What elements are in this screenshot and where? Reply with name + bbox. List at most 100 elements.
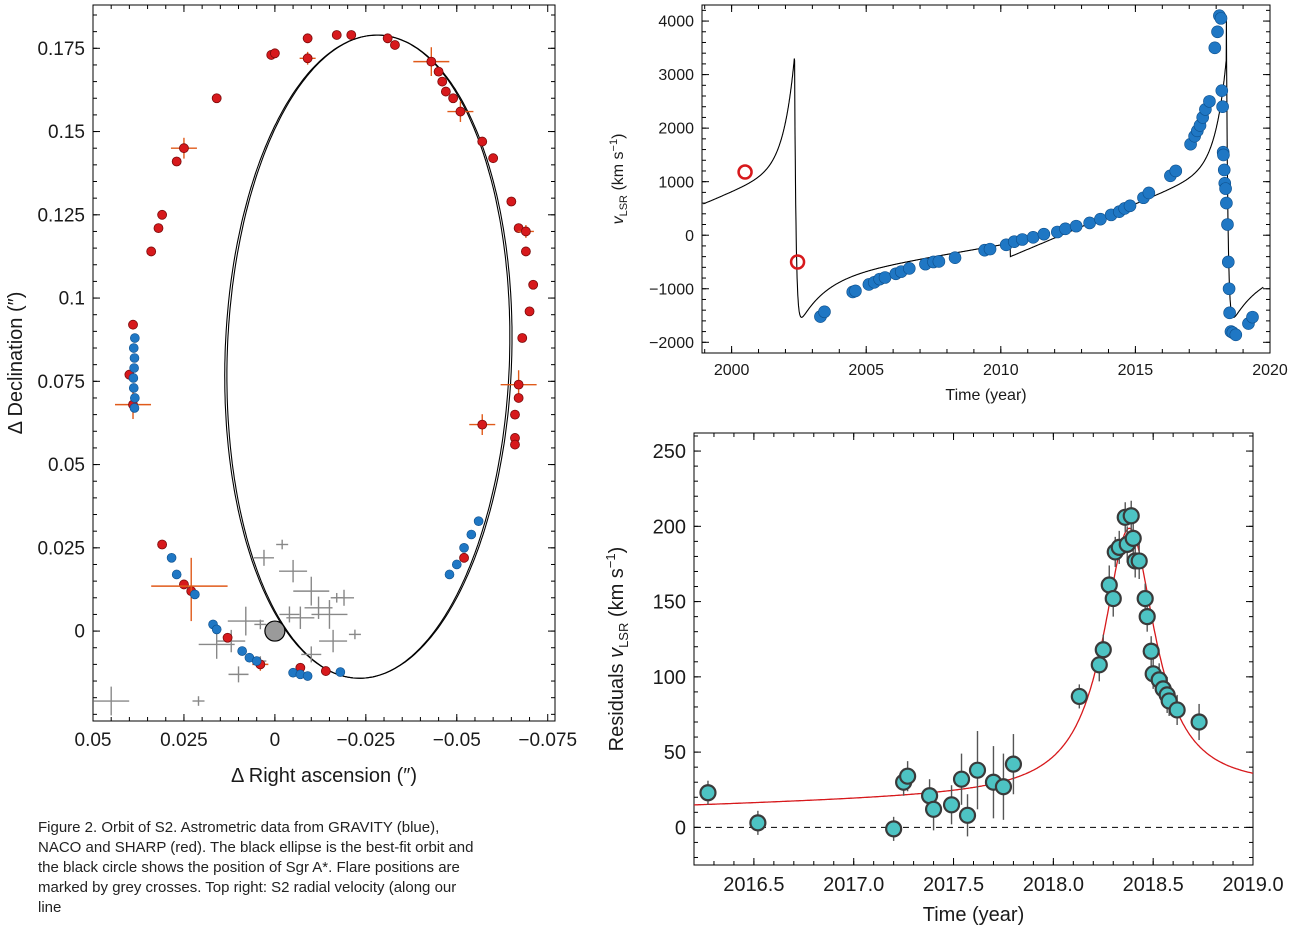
gravity-point (459, 543, 469, 553)
residuals-ylabel-close: ) (606, 547, 628, 554)
orbit-xlabel: Δ Right ascension (″) (231, 765, 417, 787)
residuals-ylabel-sub: LSR (616, 623, 631, 648)
residuals-chart: 2016.5 2017.0 2017.5 2018.0 2018.5 2019.0 0 50 1… (603, 432, 1284, 926)
residuals-point (1190, 713, 1208, 731)
velocity-ylabel-unit: (km s (610, 151, 627, 195)
velocity-point (1246, 310, 1259, 324)
naco-sharp-point (331, 30, 342, 40)
residuals-point (1104, 589, 1122, 608)
velocity-point (1222, 282, 1236, 296)
velocity-point (1223, 306, 1236, 320)
naco-sharp-point (426, 56, 437, 67)
gravity-point (166, 553, 177, 563)
orbit-frame (92, 4, 556, 722)
orbit-ellipse (226, 34, 511, 679)
caption-text: Orbit of S2. Astrometric data from GRAVI… (38, 819, 474, 916)
naco-sharp-point (320, 666, 331, 676)
residuals-point (1004, 755, 1023, 773)
velocity-ylabel-v: v (610, 215, 627, 224)
velocity-point (1123, 199, 1137, 213)
velocity-ylabel-sub: LSR (618, 195, 630, 216)
orbit-ytick-label: 0.125 (37, 205, 85, 226)
residuals-point (899, 767, 917, 785)
naco-sharp-point (513, 379, 524, 390)
velocity-xtick-label: 2000 (714, 362, 750, 379)
velocity-ytick-label: 4000 (658, 14, 694, 31)
naco-sharp-point (520, 246, 531, 257)
naco-sharp-point (448, 93, 459, 104)
residuals-point (1122, 507, 1140, 525)
velocity-ytick-label: −2000 (649, 335, 694, 352)
naco-sharp-point (510, 409, 520, 420)
residuals-point (968, 761, 987, 779)
naco-sharp-point (222, 632, 233, 643)
orbit-xtick-label: −0.025 (337, 730, 396, 751)
residuals-point (958, 806, 977, 824)
sgr-a-star-marker (264, 620, 286, 642)
velocity-point (948, 251, 962, 265)
naco-sharp-point (524, 306, 535, 317)
residuals-point (942, 796, 961, 814)
gravity-point (335, 667, 346, 677)
orbit-xtick-label: 0 (270, 730, 281, 751)
residuals-point (1094, 641, 1112, 659)
naco-sharp-point (302, 53, 313, 64)
residuals-point (1168, 701, 1186, 719)
residuals-xlabel: Time (year) (923, 904, 1024, 926)
naco-sharp-point (269, 48, 280, 59)
gravity-point (451, 559, 462, 570)
residuals-point (1142, 642, 1160, 660)
residuals-point (1124, 529, 1142, 547)
residuals-point (924, 800, 943, 818)
velocity-point (1037, 227, 1051, 241)
residuals-point (1130, 552, 1148, 570)
residuals-xtick-label: 2016.5 (723, 874, 784, 896)
residuals-ylabel: Residuals vLSR (km s−1) (603, 547, 631, 752)
velocity-point (1220, 196, 1233, 210)
gravity-point (129, 403, 140, 413)
gravity-point (190, 589, 200, 600)
gravity-point (129, 363, 139, 373)
naco-sharp-point (433, 66, 444, 77)
naco-sharp-point (157, 539, 168, 550)
velocity-point (1169, 164, 1183, 178)
gravity-point (237, 646, 247, 656)
naco-sharp-point (506, 196, 517, 207)
velocity-ytick-label: −1000 (649, 281, 694, 298)
residuals-ytick-label: 200 (653, 516, 686, 538)
velocity-ytick-label: 3000 (658, 67, 694, 84)
naco-sharp-point (528, 279, 539, 290)
naco-sharp-point (302, 33, 313, 44)
velocity-point (1211, 25, 1224, 39)
orbit-xtick-label: 0.025 (160, 730, 208, 751)
caption-label: Figure 2. (38, 819, 98, 836)
velocity-point (1208, 41, 1222, 55)
orbit-ytick-label: 0 (74, 622, 85, 643)
residuals-ylabel-text: Residuals (606, 658, 628, 751)
naco-sharp-point (390, 40, 400, 50)
velocity-point (1069, 219, 1083, 233)
residuals-ytick-label: 0 (675, 817, 686, 839)
gravity-point (466, 529, 477, 540)
naco-sharp-point (520, 226, 531, 237)
naco-sharp-point (488, 153, 499, 164)
velocity-point (902, 262, 916, 275)
residuals-point (1070, 687, 1088, 706)
naco-sharp-point (459, 552, 469, 563)
residuals-ylabel-unit: (km s (606, 568, 628, 622)
velocity-point (878, 271, 892, 284)
residuals-ytick-label: 250 (653, 441, 686, 463)
orbit-ytick-label: 0.1 (59, 289, 85, 310)
gravity-point (130, 333, 140, 343)
naco-sharp-point (179, 579, 189, 590)
gravity-point (128, 383, 139, 393)
residuals-point (1138, 608, 1156, 626)
velocity-point (983, 242, 997, 256)
figure-caption: Figure 2. Orbit of S2. Astrometric data … (38, 818, 478, 918)
velocity-xtick-label: 2015 (1118, 362, 1154, 379)
velocity-xtick-label: 2010 (983, 362, 1019, 379)
gravity-point (128, 373, 139, 383)
naco-sharp-point (146, 246, 157, 257)
velocity-point (1217, 148, 1230, 162)
